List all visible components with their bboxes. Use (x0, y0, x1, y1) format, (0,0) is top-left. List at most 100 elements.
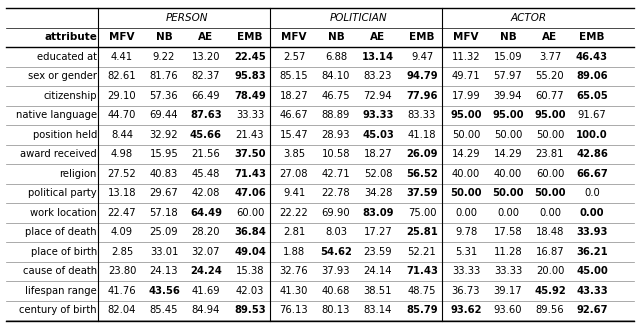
Text: 33.93: 33.93 (576, 227, 608, 237)
Text: 95.00: 95.00 (492, 110, 524, 120)
Text: 8.03: 8.03 (325, 227, 347, 237)
Text: 13.14: 13.14 (362, 52, 394, 62)
Text: 66.49: 66.49 (192, 91, 220, 101)
Text: 93.62: 93.62 (451, 305, 482, 315)
Text: 5.31: 5.31 (455, 247, 477, 257)
Text: 21.56: 21.56 (191, 149, 220, 159)
Text: 22.45: 22.45 (234, 52, 266, 62)
Text: 77.96: 77.96 (406, 91, 438, 101)
Text: place of birth: place of birth (31, 247, 97, 257)
Text: 28.93: 28.93 (322, 130, 350, 140)
Text: 88.89: 88.89 (322, 110, 350, 120)
Text: 14.29: 14.29 (493, 149, 522, 159)
Text: 49.04: 49.04 (234, 247, 266, 257)
Text: AE: AE (198, 32, 214, 42)
Text: 44.70: 44.70 (108, 110, 136, 120)
Text: ACTOR: ACTOR (511, 13, 547, 23)
Text: 11.28: 11.28 (493, 247, 522, 257)
Text: POLITICIAN: POLITICIAN (330, 13, 388, 23)
Text: 45.92: 45.92 (534, 286, 566, 296)
Text: 33.33: 33.33 (452, 266, 480, 276)
Text: 36.21: 36.21 (576, 247, 608, 257)
Text: 22.78: 22.78 (322, 188, 350, 198)
Text: 95.83: 95.83 (234, 71, 266, 81)
Text: citizenship: citizenship (44, 91, 97, 101)
Text: MFV: MFV (281, 32, 307, 42)
Text: 89.53: 89.53 (234, 305, 266, 315)
Text: 72.94: 72.94 (364, 91, 392, 101)
Text: 0.00: 0.00 (539, 208, 561, 218)
Text: 23.59: 23.59 (364, 247, 392, 257)
Text: 25.81: 25.81 (406, 227, 438, 237)
Text: 60.00: 60.00 (536, 169, 564, 179)
Text: 6.88: 6.88 (325, 52, 347, 62)
Text: 2.57: 2.57 (283, 52, 305, 62)
Text: 15.38: 15.38 (236, 266, 264, 276)
Text: 41.69: 41.69 (192, 286, 220, 296)
Text: 75.00: 75.00 (408, 208, 436, 218)
Text: 0.0: 0.0 (584, 188, 600, 198)
Text: 26.09: 26.09 (406, 149, 438, 159)
Text: NB: NB (328, 32, 344, 42)
Text: 22.22: 22.22 (280, 208, 308, 218)
Text: 46.43: 46.43 (576, 52, 608, 62)
Text: 45.00: 45.00 (576, 266, 608, 276)
Text: educated at: educated at (37, 52, 97, 62)
Text: 29.67: 29.67 (150, 188, 179, 198)
Text: 43.56: 43.56 (148, 286, 180, 296)
Text: native language: native language (16, 110, 97, 120)
Text: 93.33: 93.33 (362, 110, 394, 120)
Text: 13.20: 13.20 (192, 52, 220, 62)
Text: 40.68: 40.68 (322, 286, 350, 296)
Text: work location: work location (30, 208, 97, 218)
Text: 80.13: 80.13 (322, 305, 350, 315)
Text: 28.20: 28.20 (192, 227, 220, 237)
Text: 37.50: 37.50 (234, 149, 266, 159)
Text: 93.60: 93.60 (493, 305, 522, 315)
Text: 57.18: 57.18 (150, 208, 179, 218)
Text: 25.09: 25.09 (150, 227, 179, 237)
Text: 50.00: 50.00 (536, 130, 564, 140)
Text: 33.01: 33.01 (150, 247, 178, 257)
Text: 29.10: 29.10 (108, 91, 136, 101)
Text: 46.75: 46.75 (322, 91, 350, 101)
Text: 48.75: 48.75 (408, 286, 436, 296)
Text: 4.09: 4.09 (111, 227, 133, 237)
Text: NB: NB (156, 32, 172, 42)
Text: 46.67: 46.67 (280, 110, 308, 120)
Text: 15.09: 15.09 (493, 52, 522, 62)
Text: 83.33: 83.33 (408, 110, 436, 120)
Text: century of birth: century of birth (19, 305, 97, 315)
Text: 33.33: 33.33 (494, 266, 522, 276)
Text: 9.47: 9.47 (411, 52, 433, 62)
Text: 22.47: 22.47 (108, 208, 136, 218)
Text: 9.78: 9.78 (455, 227, 477, 237)
Text: AE: AE (543, 32, 557, 42)
Text: 95.00: 95.00 (534, 110, 566, 120)
Text: 41.18: 41.18 (408, 130, 436, 140)
Text: 41.76: 41.76 (108, 286, 136, 296)
Text: 66.67: 66.67 (576, 169, 608, 179)
Text: 89.56: 89.56 (536, 305, 564, 315)
Text: 9.22: 9.22 (153, 52, 175, 62)
Text: 87.63: 87.63 (190, 110, 222, 120)
Text: 50.00: 50.00 (492, 188, 524, 198)
Text: 3.85: 3.85 (283, 149, 305, 159)
Text: 17.99: 17.99 (452, 91, 481, 101)
Text: sex or gender: sex or gender (28, 71, 97, 81)
Text: 3.77: 3.77 (539, 52, 561, 62)
Text: 21.43: 21.43 (236, 130, 264, 140)
Text: 10.58: 10.58 (322, 149, 350, 159)
Text: 83.09: 83.09 (362, 208, 394, 218)
Text: political party: political party (28, 188, 97, 198)
Text: 85.15: 85.15 (280, 71, 308, 81)
Text: 60.00: 60.00 (236, 208, 264, 218)
Text: 50.00: 50.00 (452, 130, 480, 140)
Text: 4.98: 4.98 (111, 149, 133, 159)
Text: 81.76: 81.76 (150, 71, 179, 81)
Text: 42.86: 42.86 (576, 149, 608, 159)
Text: 42.03: 42.03 (236, 286, 264, 296)
Text: 49.71: 49.71 (452, 71, 480, 81)
Text: 11.32: 11.32 (452, 52, 480, 62)
Text: 71.43: 71.43 (234, 169, 266, 179)
